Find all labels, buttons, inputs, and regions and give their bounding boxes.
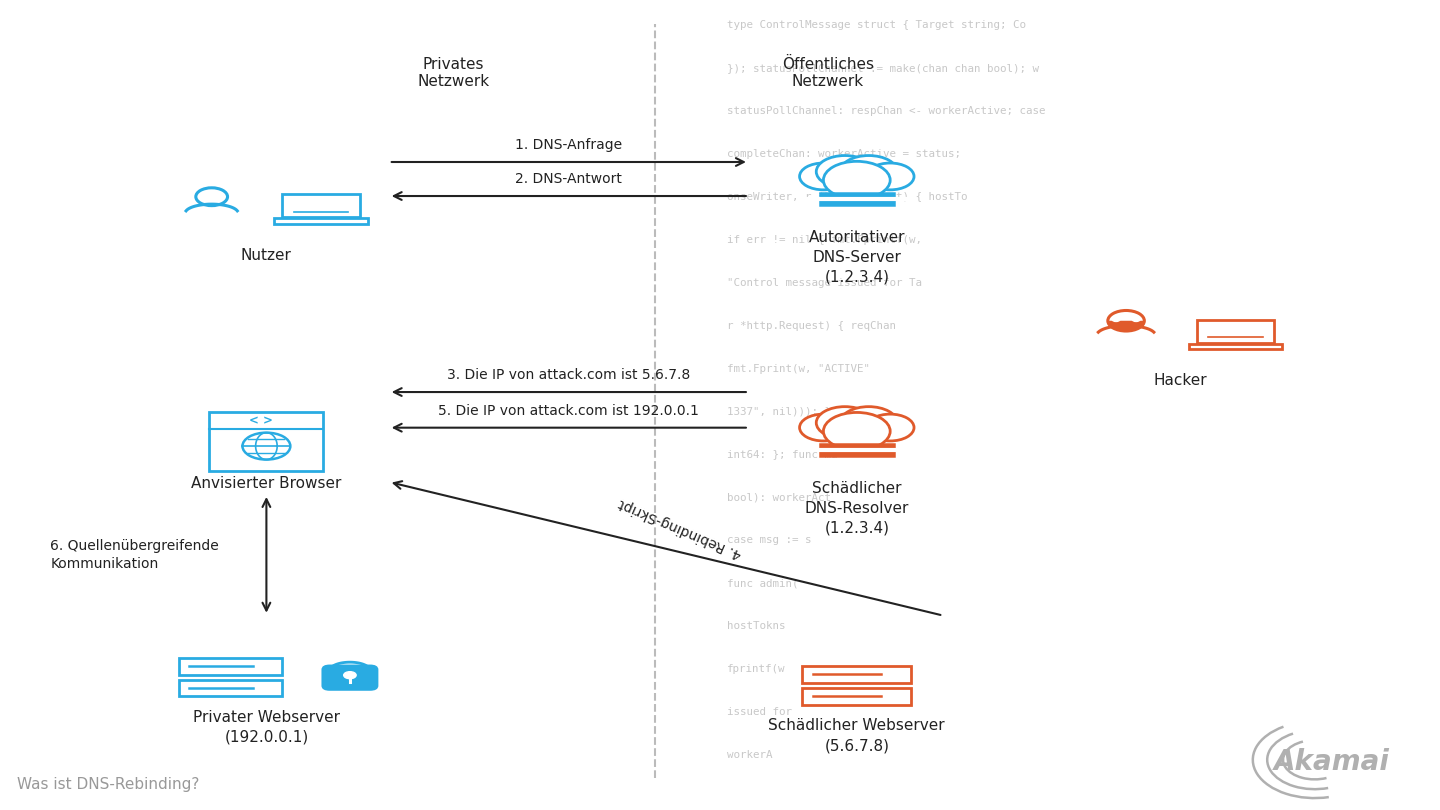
Text: Privates
Netzwerk: Privates Netzwerk <box>418 57 490 89</box>
Text: fprintf(w: fprintf(w <box>727 664 786 674</box>
Text: 2. DNS-Antwort: 2. DNS-Antwort <box>516 173 622 186</box>
Text: fmt.Fprint(w, "ACTIVE": fmt.Fprint(w, "ACTIVE" <box>727 364 870 373</box>
Circle shape <box>840 156 897 188</box>
PathPatch shape <box>1107 321 1145 331</box>
Text: Was ist DNS-Rebinding?: Was ist DNS-Rebinding? <box>17 777 200 792</box>
Text: Nutzer: Nutzer <box>240 248 292 263</box>
Text: Hacker: Hacker <box>1153 373 1208 389</box>
Text: Schädlicher
DNS-Resolver
(1.2.3.4): Schädlicher DNS-Resolver (1.2.3.4) <box>805 481 909 535</box>
Circle shape <box>824 161 890 199</box>
Text: 1337", nil))); };pa: 1337", nil))); };pa <box>727 407 851 416</box>
Text: completeChan: workerActive = status;: completeChan: workerActive = status; <box>727 149 962 159</box>
Circle shape <box>344 671 356 679</box>
Circle shape <box>816 407 874 439</box>
FancyBboxPatch shape <box>323 666 377 690</box>
Circle shape <box>816 156 874 188</box>
Text: func admin(: func admin( <box>727 578 799 588</box>
Text: "Control message issued for Ta: "Control message issued for Ta <box>727 278 922 288</box>
Text: 3. Die IP von attack.com ist 5.6.7.8: 3. Die IP von attack.com ist 5.6.7.8 <box>448 369 690 382</box>
Text: r *http.Request) { reqChan: r *http.Request) { reqChan <box>727 321 896 330</box>
FancyBboxPatch shape <box>819 444 894 456</box>
Text: hostTokns: hostTokns <box>727 621 786 631</box>
Text: Anvisierter Browser: Anvisierter Browser <box>192 476 341 492</box>
Circle shape <box>1112 317 1120 322</box>
Circle shape <box>824 412 890 450</box>
Text: }); statusPollChannel := make(chan chan bool); w: }); statusPollChannel := make(chan chan … <box>727 63 1040 73</box>
Text: if err != nil { fmt.Fprintf(w,: if err != nil { fmt.Fprintf(w, <box>727 235 922 245</box>
Text: 6. Quellenübergreifende
Kommunikation: 6. Quellenübergreifende Kommunikation <box>50 539 219 571</box>
Circle shape <box>867 163 914 190</box>
Circle shape <box>799 163 847 190</box>
Circle shape <box>1132 317 1140 322</box>
Circle shape <box>867 414 914 441</box>
Text: bool): workerAct: bool): workerAct <box>727 492 831 502</box>
Text: Schädlicher Webserver
(5.6.7.8): Schädlicher Webserver (5.6.7.8) <box>769 718 945 753</box>
FancyBboxPatch shape <box>799 450 914 452</box>
Text: 1. DNS-Anfrage: 1. DNS-Anfrage <box>516 139 622 152</box>
Text: Privater Webserver
(192.0.0.1): Privater Webserver (192.0.0.1) <box>193 710 340 745</box>
FancyBboxPatch shape <box>819 193 894 205</box>
Text: issued for: issued for <box>727 707 792 717</box>
Circle shape <box>840 407 897 439</box>
Circle shape <box>799 163 847 190</box>
Text: Öffentliches
Netzwerk: Öffentliches Netzwerk <box>782 57 874 89</box>
Circle shape <box>840 407 897 439</box>
Text: 4. Rebinding-Skript: 4. Rebinding-Skript <box>616 496 744 561</box>
Text: Akamai: Akamai <box>1274 748 1390 776</box>
Text: < >: < > <box>249 414 272 427</box>
Circle shape <box>867 163 914 190</box>
Text: int64: }; func ma: int64: }; func ma <box>727 450 838 459</box>
Text: workerA: workerA <box>727 750 773 760</box>
Circle shape <box>799 414 847 441</box>
Text: 5. Die IP von attack.com ist 192.0.0.1: 5. Die IP von attack.com ist 192.0.0.1 <box>438 404 700 418</box>
Circle shape <box>816 407 874 439</box>
Circle shape <box>799 414 847 441</box>
FancyBboxPatch shape <box>799 198 914 201</box>
Circle shape <box>824 412 890 450</box>
Circle shape <box>867 414 914 441</box>
Text: type ControlMessage struct { Target string; Co: type ControlMessage struct { Target stri… <box>727 20 1027 30</box>
Circle shape <box>816 156 874 188</box>
Text: statusPollChannel: respChan <- workerActive; case: statusPollChannel: respChan <- workerAct… <box>727 106 1045 116</box>
Circle shape <box>824 161 890 199</box>
Circle shape <box>840 156 897 188</box>
Text: onseWriter, r *http.Request) { hostTo: onseWriter, r *http.Request) { hostTo <box>727 192 968 202</box>
Text: case msg := s: case msg := s <box>727 535 812 545</box>
Text: Autoritativer
DNS-Server
(1.2.3.4): Autoritativer DNS-Server (1.2.3.4) <box>808 230 906 284</box>
